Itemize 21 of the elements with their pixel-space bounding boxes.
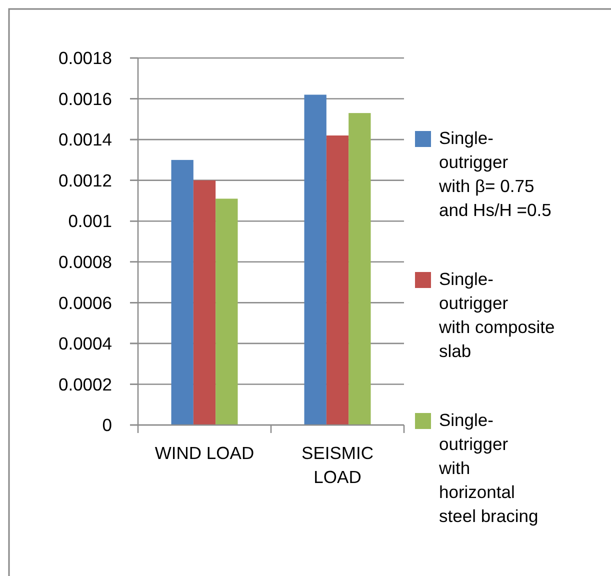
- bar: [348, 113, 371, 425]
- y-tick-label: 0.0008: [58, 252, 112, 272]
- y-tick-label: 0: [102, 415, 112, 436]
- y-tick-label: 0.0016: [58, 88, 112, 109]
- x-tick-label: SEISMIC LOAD: [302, 443, 374, 487]
- y-tick-label: 0.0014: [58, 130, 112, 150]
- legend-label: Single-outrigger with composite slab: [438, 269, 555, 362]
- y-tick-label: 0.0012: [58, 170, 112, 190]
- bar: [304, 94, 326, 425]
- y-tick-label: 0.0004: [58, 334, 112, 354]
- bar: [171, 160, 194, 425]
- bar: [193, 180, 216, 425]
- legend-label: Single-outrigger with β= 0.75 and Hs/H =0.5: [438, 128, 552, 220]
- bar: [326, 135, 349, 425]
- y-tick-label: 0.0006: [58, 292, 112, 313]
- y-tick-label: 0.0018: [58, 48, 112, 68]
- x-tick-label: WIND LOAD: [154, 443, 254, 463]
- legend-label: Single-outrigger with horizontal steel bracing: [438, 410, 538, 526]
- bar: [216, 198, 238, 425]
- y-tick-label: 0.0002: [58, 374, 112, 394]
- y-tick-label: 0.001: [68, 211, 112, 232]
